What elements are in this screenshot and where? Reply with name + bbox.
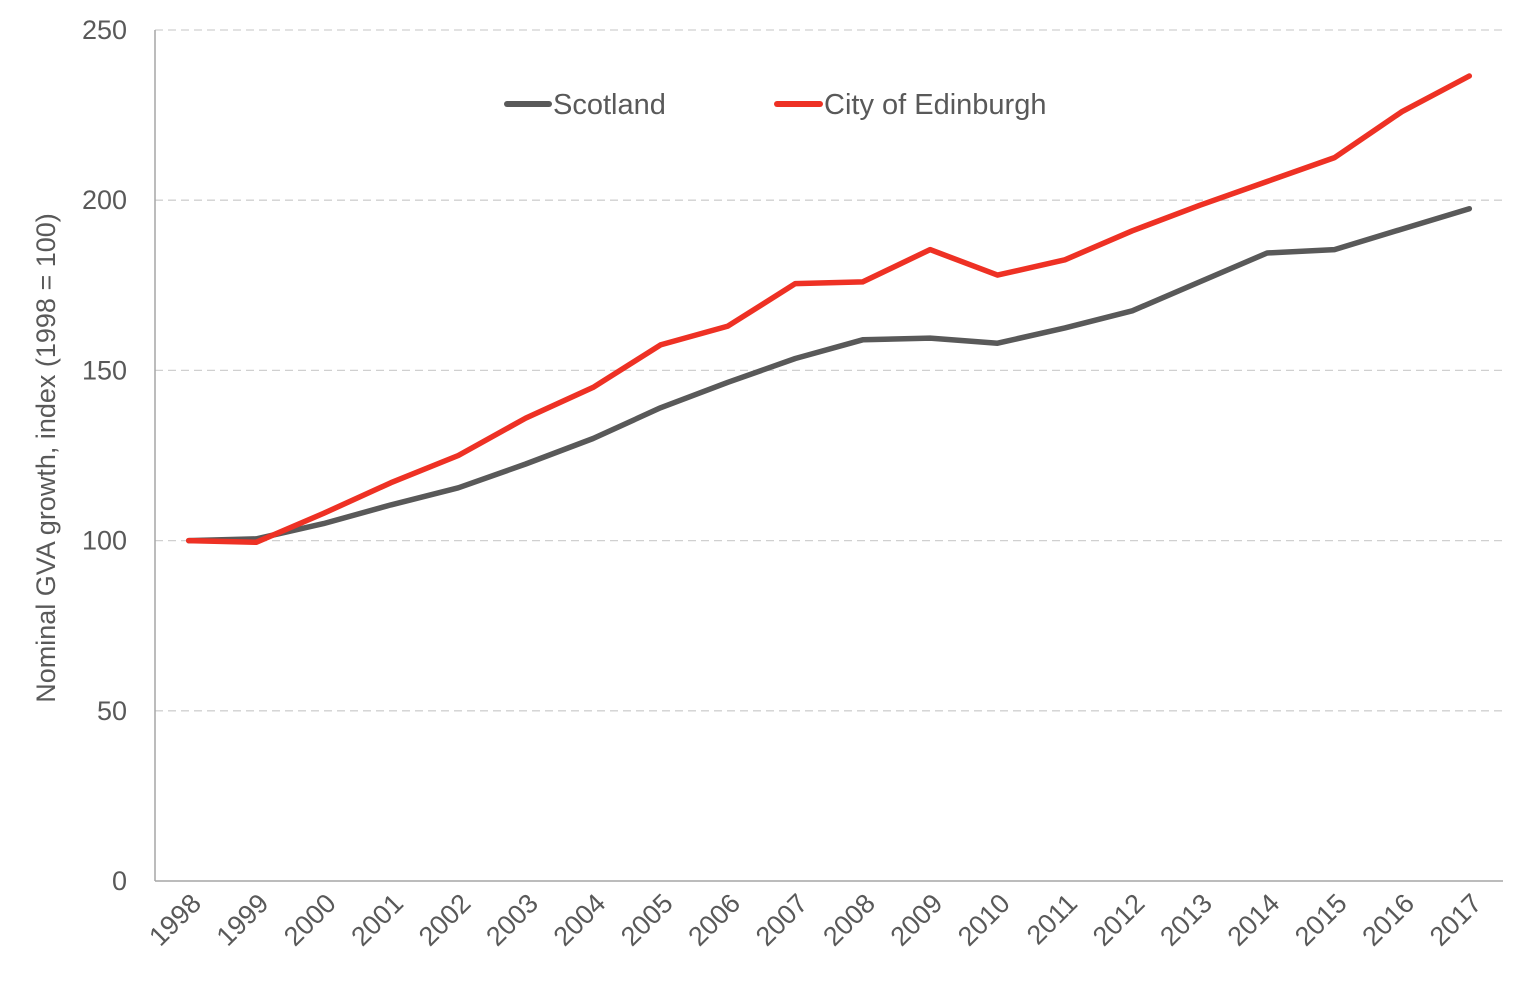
x-tick-label: 2015: [1289, 888, 1353, 952]
legend-label-city-of-edinburgh: City of Edinburgh: [824, 89, 1046, 121]
x-tick-label: 1998: [143, 888, 207, 952]
series: [185, 73, 1473, 546]
y-tick-label: 0: [112, 866, 127, 896]
x-tick-label: 2000: [278, 888, 342, 952]
legend-label-scotland: Scotland: [553, 89, 666, 121]
y-tick-label: 50: [97, 696, 127, 726]
y-tick-label: 150: [82, 355, 127, 385]
gridlines: [155, 29, 1503, 712]
x-tick-label: 2009: [885, 888, 949, 952]
x-tick-label: 2005: [615, 888, 679, 952]
series-line-city-of-edinburgh: [185, 73, 1473, 546]
x-tick-label: 1999: [211, 888, 275, 952]
y-tick-label: 100: [82, 526, 127, 556]
y-tick-label: 200: [82, 185, 127, 215]
y-axis-title: Nominal GVA growth, index (1998 = 100): [31, 213, 61, 703]
x-tick-label: 2013: [1154, 888, 1218, 952]
x-tick-label: 2001: [345, 888, 409, 952]
y-tick-label: 250: [82, 15, 127, 45]
x-tick-label: 2004: [548, 888, 612, 952]
x-tick-label: 2006: [682, 888, 746, 952]
series-line-scotland: [185, 205, 1473, 544]
x-tick-label: 2007: [750, 888, 814, 952]
x-tick-label: 2012: [1087, 888, 1151, 952]
x-tick-label: 2003: [480, 888, 544, 952]
legend: Scotland City of Edinburgh: [504, 89, 1046, 121]
x-tick-label: 2011: [1021, 888, 1083, 950]
x-tick-label: 2017: [1424, 888, 1488, 952]
x-tick-label: 2010: [952, 888, 1016, 952]
x-tick-label: 2016: [1356, 888, 1420, 952]
x-tick-label: 2008: [817, 888, 881, 952]
x-tick-label: 2014: [1222, 888, 1286, 952]
x-tick-label: 2002: [413, 888, 477, 952]
